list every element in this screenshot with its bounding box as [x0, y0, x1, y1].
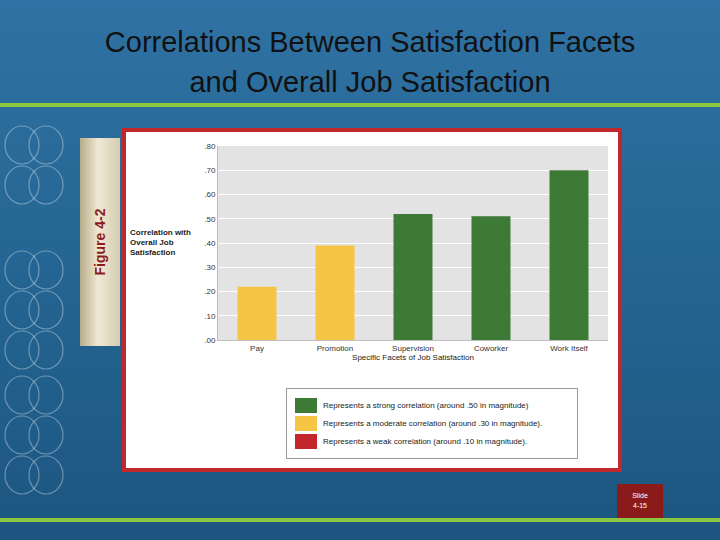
- svg-text:.80: .80: [204, 142, 216, 151]
- html-text:Figure 4-2: Figure 4-2: [92, 208, 108, 276]
- svg-text:Promotion: Promotion: [317, 344, 353, 353]
- html-text:Represents a weak correlation: Represents a weak correlation (around .1…: [323, 437, 528, 446]
- svg-text:.70: .70: [204, 166, 216, 175]
- html-text:Represents a moderate correlat: Represents a moderate correlation (aroun…: [323, 419, 543, 428]
- html-text:Correlation with Overall Job S: Correlation with Overall Job Satisfactio…: [130, 228, 191, 257]
- svg-text:Coworker: Coworker: [474, 344, 509, 353]
- svg-text:.10: .10: [204, 312, 216, 321]
- html-text:Represents a strong correlatio: Represents a strong correlation (around …: [323, 401, 529, 410]
- html-text:Correlations Between Satisfact: Correlations Between Satisfaction Facets…: [104, 26, 636, 98]
- svg-text:.00: .00: [204, 336, 216, 345]
- svg-text:.40: .40: [204, 239, 216, 248]
- svg-text:.30: .30: [204, 263, 216, 272]
- svg-text:.60: .60: [204, 190, 216, 199]
- svg-text:Pay: Pay: [250, 344, 264, 353]
- svg-text:.20: .20: [204, 287, 216, 296]
- svg-text:Specific Facets of Job Satisfa: Specific Facets of Job Satisfaction: [352, 353, 474, 362]
- svg-text:Work Itself: Work Itself: [550, 344, 588, 353]
- svg-text:Supervision: Supervision: [392, 344, 434, 353]
- svg-text:.50: .50: [204, 215, 216, 224]
- html-text:Slide 4-15: Slide 4-15: [632, 492, 648, 509]
